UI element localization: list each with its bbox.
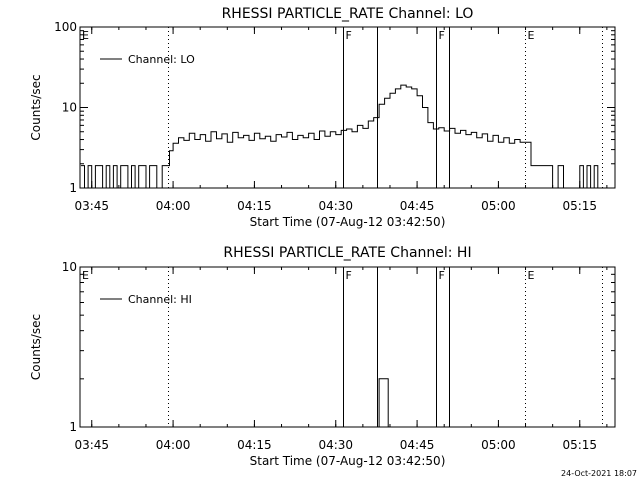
chart-panel-lo: RHESSI PARTICLE_RATE Channel: LO 03:45 04:… xyxy=(29,6,616,229)
chart-panel-hi: RHESSI PARTICLE_RATE Channel: HI 03:45 04:… xyxy=(29,245,616,468)
y-axis-label: Counts/sec xyxy=(29,74,43,140)
x-tick-label: 05:00 xyxy=(481,438,516,452)
event-label: E xyxy=(528,29,535,42)
x-tick-label: 05:00 xyxy=(481,199,516,213)
event-label: F xyxy=(439,269,445,282)
chart-title: RHESSI PARTICLE_RATE Channel: LO xyxy=(222,6,474,22)
footer-timestamp: 24-Oct-2021 18:07 xyxy=(561,469,637,478)
x-tick-label: 05:15 xyxy=(562,438,597,452)
y-tick-label: 10 xyxy=(62,101,77,115)
plot-frame xyxy=(79,26,616,189)
corner-label: E xyxy=(82,29,89,42)
x-tick-label: 04:15 xyxy=(237,438,272,452)
chart-title: RHESSI PARTICLE_RATE Channel: HI xyxy=(223,245,471,261)
x-axis-label: Start Time (07-Aug-12 03:42:50) xyxy=(250,215,446,229)
x-tick-label: 04:00 xyxy=(156,199,191,213)
event-label: F xyxy=(439,29,445,42)
y-tick-label: 100 xyxy=(54,20,77,34)
legend-label: Channel: HI xyxy=(128,293,192,306)
x-tick-label: 04:30 xyxy=(318,199,353,213)
x-tick-label: 04:00 xyxy=(156,438,191,452)
y-tick-label: 10 xyxy=(62,260,77,274)
x-tick-label: 04:45 xyxy=(400,199,435,213)
y-tick-label: 1 xyxy=(69,181,77,195)
x-tick-label: 03:45 xyxy=(74,199,109,213)
x-tick-label: 04:15 xyxy=(237,199,272,213)
x-tick-label: 03:45 xyxy=(74,438,109,452)
event-label: F xyxy=(346,269,352,282)
corner-label: E xyxy=(82,269,89,282)
y-tick-label: 1 xyxy=(69,420,77,434)
plot-frame xyxy=(79,266,616,428)
x-tick-label: 05:15 xyxy=(562,199,597,213)
event-label: E xyxy=(528,269,535,282)
x-axis-label: Start Time (07-Aug-12 03:42:50) xyxy=(250,454,446,468)
series-line xyxy=(378,378,389,428)
x-tick-label: 04:45 xyxy=(400,438,435,452)
event-label: F xyxy=(346,29,352,42)
x-tick-label: 04:30 xyxy=(318,438,353,452)
legend-label: Channel: LO xyxy=(128,53,195,66)
series-line xyxy=(80,84,599,189)
y-axis-label: Counts/sec xyxy=(29,314,43,380)
